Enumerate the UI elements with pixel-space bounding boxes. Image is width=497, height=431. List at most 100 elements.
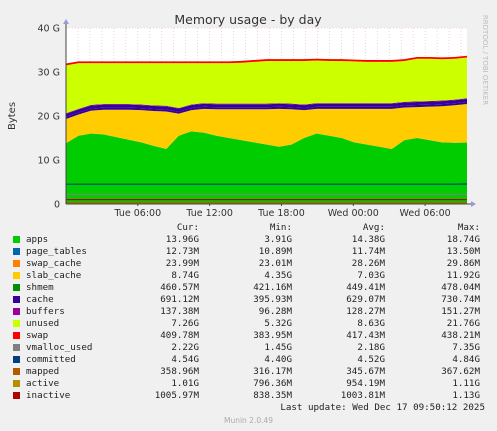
- legend-swatch: [13, 380, 20, 387]
- chart-title: Memory usage - by day: [174, 12, 322, 27]
- y-axis-arrow: [63, 19, 69, 24]
- y-tick-label: 20 G: [38, 112, 60, 123]
- legend-row-slab_cache: slab_cache 8.74G 4.35G 7.03G 11.92G: [12, 270, 492, 282]
- legend-swatch: [13, 320, 20, 327]
- y-tick-label: 30 G: [38, 68, 60, 79]
- legend-name: buffers: [26, 306, 65, 317]
- legend-row-page_tables: page_tables 12.73M 10.89M 11.74M 13.50M: [12, 246, 492, 258]
- legend-swatch: [13, 356, 20, 363]
- legend-rows: apps 13.96G 3.91G 14.38G 18.74G page_tables 12…: [12, 234, 492, 402]
- legend-name: apps: [26, 234, 49, 245]
- legend-avg: 14.38G: [351, 234, 385, 245]
- area-unused: [66, 57, 467, 114]
- legend-avg: 128.27M: [346, 306, 385, 317]
- legend-max: 11.92G: [446, 270, 480, 281]
- legend-row-committed: committed 4.54G 4.40G 4.52G 4.84G: [12, 354, 492, 366]
- x-tick-label: Tue 18:00: [257, 208, 305, 219]
- legend-min: 395.93M: [253, 294, 292, 305]
- legend-row-cache: cache 691.12M 395.93M 629.07M 730.74M: [12, 294, 492, 306]
- legend-min: 5.32G: [264, 318, 292, 329]
- legend-max: 4.84G: [452, 354, 480, 365]
- legend-avg: 449.41M: [346, 282, 385, 293]
- legend-swatch: [13, 236, 20, 243]
- y-tick-label: 0: [54, 200, 60, 211]
- legend-header-min: Min:: [269, 222, 292, 233]
- axes: [63, 19, 476, 207]
- munin-version: Munin 2.0.49: [223, 416, 274, 425]
- legend-swatch: [13, 344, 20, 351]
- legend-avg: 11.74M: [351, 246, 385, 257]
- legend-max: 438.21M: [441, 330, 480, 341]
- legend-name: active: [26, 378, 60, 389]
- legend-min: 4.35G: [264, 270, 292, 281]
- x-tick-labels: Tue 06:00 Tue 12:00 Tue 18:00 Wed 00:00 Wed …: [114, 204, 451, 219]
- line-series: [66, 183, 468, 204]
- legend-swatch: [13, 332, 20, 339]
- legend-name: committed: [26, 354, 76, 365]
- legend-header-max: Max:: [457, 222, 480, 233]
- legend-cur: 7.26G: [171, 318, 199, 329]
- legend-row-mapped: mapped 358.96M 316.17M 345.67M 367.62M: [12, 366, 492, 378]
- legend-name: vmalloc_used: [26, 342, 93, 353]
- legend-swatch: [13, 248, 20, 255]
- legend-header-cur: Cur:: [176, 222, 199, 233]
- legend-min: 421.16M: [253, 282, 292, 293]
- legend-avg: 954.19M: [346, 378, 385, 389]
- area-shmem: [66, 101, 467, 119]
- legend-max: 730.74M: [441, 294, 480, 305]
- legend-max: 367.62M: [441, 366, 480, 377]
- last-update: Last update: Wed Dec 17 09:50:12 2025: [280, 402, 485, 413]
- legend-name: swap: [26, 330, 49, 341]
- x-tick-label: Wed 00:00: [328, 208, 379, 219]
- legend-row-inactive: inactive 1005.97M 838.35M 1003.81M 1.13G: [12, 390, 492, 402]
- legend-min: 316.17M: [253, 366, 292, 377]
- stacked-areas: [66, 55, 467, 204]
- legend-row-active: active 1.01G 796.36M 954.19M 1.11G: [12, 378, 492, 390]
- legend-cur: 691.12M: [160, 294, 199, 305]
- legend-row-shmem: shmem 460.57M 421.16M 449.41M 478.04M: [12, 282, 492, 294]
- legend-cur: 4.54G: [171, 354, 199, 365]
- area-slab_cache: [66, 103, 467, 149]
- legend-name: unused: [26, 318, 60, 329]
- legend-name: shmem: [26, 282, 54, 293]
- legend-avg: 345.67M: [346, 366, 385, 377]
- legend-avg: 8.63G: [357, 318, 385, 329]
- legend-name: mapped: [26, 366, 60, 377]
- legend-cur: 137.38M: [160, 306, 199, 317]
- legend-max: 29.86M: [446, 258, 480, 269]
- legend-avg: 1003.81M: [340, 390, 385, 401]
- legend-min: 383.95M: [253, 330, 292, 341]
- legend-row-buffers: buffers 137.38M 96.28M 128.27M 151.27M: [12, 306, 492, 318]
- y-axis-label: Bytes: [7, 102, 18, 130]
- legend-swatch: [13, 284, 20, 291]
- legend-avg: 4.52G: [357, 354, 385, 365]
- area-swap_cache: [66, 131, 467, 149]
- legend-cur: 13.96G: [165, 234, 199, 245]
- legend-row-swap: swap 409.78M 383.95M 417.43M 438.21M: [12, 330, 492, 342]
- legend-avg: 417.43M: [346, 330, 385, 341]
- legend-min: 796.36M: [253, 378, 292, 389]
- legend-min: 4.40G: [264, 354, 292, 365]
- area-apps: [66, 131, 467, 204]
- legend-cur: 358.96M: [160, 366, 199, 377]
- legend-avg: 28.26M: [351, 258, 385, 269]
- legend-max: 7.35G: [452, 342, 480, 353]
- legend-row-vmalloc_used: vmalloc_used 2.22G 1.45G 2.18G 7.35G: [12, 342, 492, 354]
- legend-avg: 629.07M: [346, 294, 385, 305]
- legend-min: 1.45G: [264, 342, 292, 353]
- legend-header-avg: Avg:: [362, 222, 385, 233]
- x-tick-label: Tue 12:00: [185, 208, 233, 219]
- y-tick-label: 40 G: [38, 24, 60, 35]
- area-page_tables: [66, 131, 467, 149]
- legend-avg: 2.18G: [357, 342, 385, 353]
- area-swap: [66, 55, 467, 66]
- legend-swatch: [13, 260, 20, 267]
- legend-min: 838.35M: [253, 390, 292, 401]
- legend-cur: 409.78M: [160, 330, 199, 341]
- legend-cur: 23.99M: [165, 258, 199, 269]
- legend-cur: 8.74G: [171, 270, 199, 281]
- area-cache: [66, 98, 467, 117]
- legend-max: 151.27M: [441, 306, 480, 317]
- legend-max: 1.11G: [452, 378, 480, 389]
